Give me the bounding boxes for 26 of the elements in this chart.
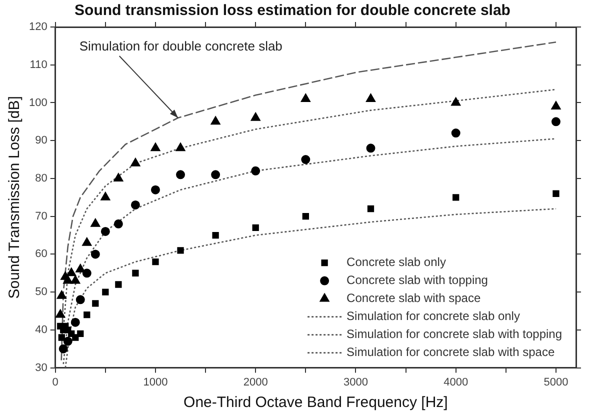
y-tick-label: 70	[35, 210, 48, 222]
x-tick-label: 3000	[343, 376, 368, 388]
y-axis-title: Sound Transmission Loss [dB]	[6, 96, 24, 299]
x-axis-title: One-Third Octave Band Frequency [Hz]	[184, 394, 448, 412]
legend-label: Simulation for concrete slab with topping	[346, 327, 562, 342]
y-tick-label: 60	[35, 248, 48, 260]
y-tick-label: 30	[35, 362, 48, 374]
x-tick-label: 5000	[544, 376, 568, 388]
legend-label: Concrete slab only	[346, 255, 446, 270]
x-tick-label: 4000	[444, 376, 468, 388]
x-tick-label: 2000	[243, 376, 268, 388]
legend-label: Concrete slab with topping	[346, 273, 488, 288]
y-tick-label: 40	[35, 324, 48, 336]
y-tick-label: 90	[35, 134, 48, 147]
annotation: Simulation for double concrete slab	[79, 38, 282, 54]
legend-label: Simulation for concrete slab only	[346, 309, 520, 324]
chart-title: Sound transmission loss estimation for double concrete slab	[74, 2, 510, 20]
y-tick-label: 100	[28, 96, 48, 109]
x-tick-label: 1000	[143, 376, 168, 388]
legend-label: Simulation for concrete slab with space	[346, 345, 555, 360]
x-tick-label: 0	[52, 376, 58, 388]
y-tick-label: 120	[28, 21, 48, 34]
y-tick-label: 110	[30, 58, 48, 71]
y-tick-label: 80	[35, 172, 48, 184]
y-tick-label: 50	[35, 286, 48, 298]
legend-label: Concrete slab with space	[346, 291, 481, 306]
